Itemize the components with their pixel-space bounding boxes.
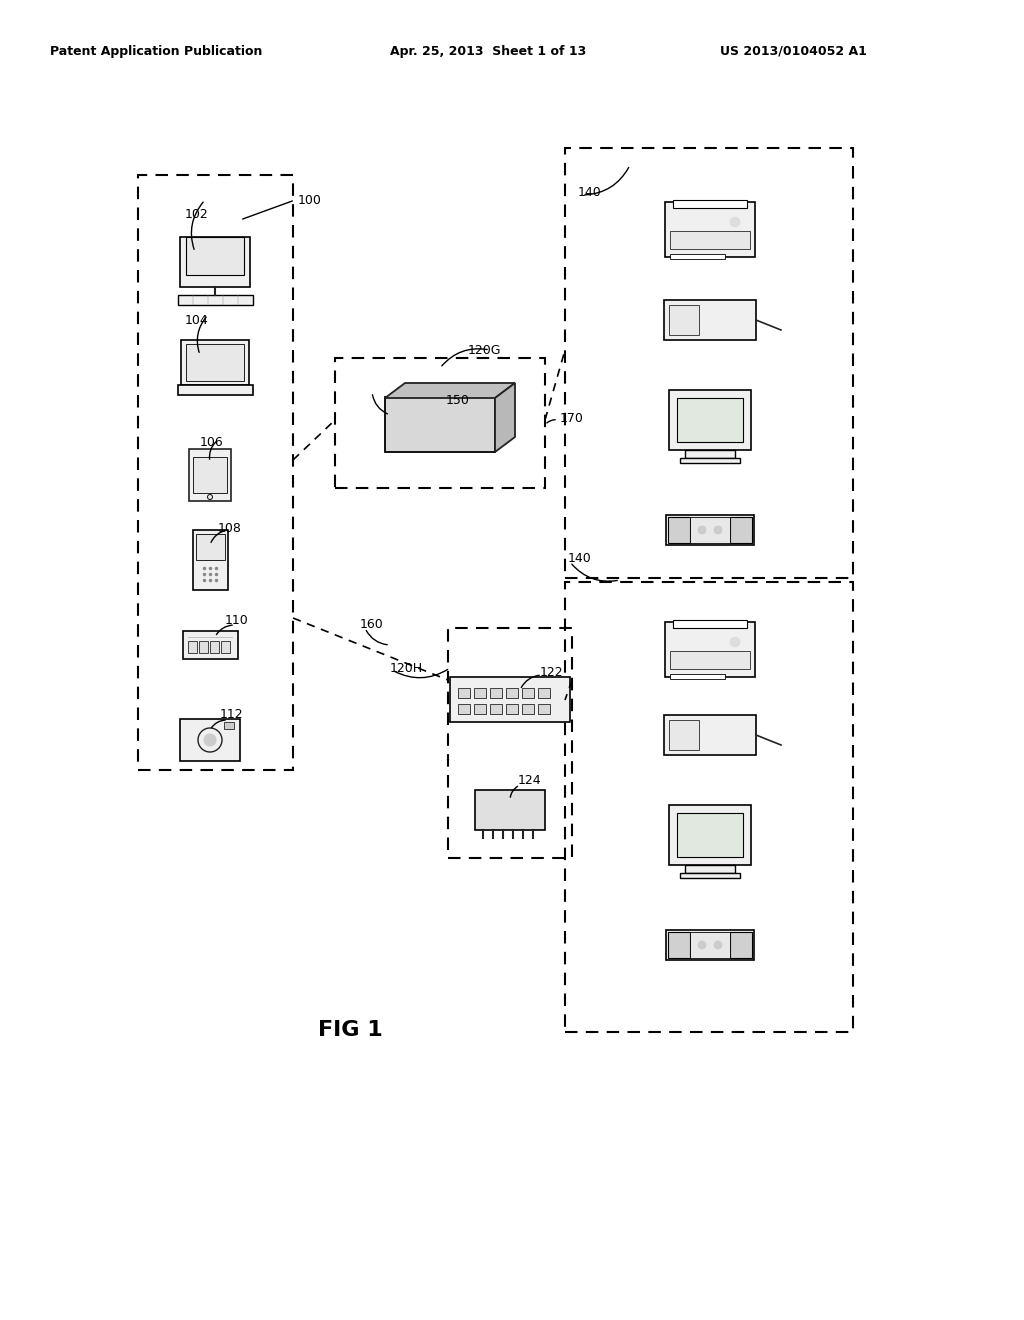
Circle shape	[204, 734, 216, 746]
FancyBboxPatch shape	[680, 873, 740, 878]
FancyBboxPatch shape	[664, 300, 756, 341]
Circle shape	[698, 941, 706, 949]
Circle shape	[714, 941, 722, 949]
FancyBboxPatch shape	[670, 675, 725, 678]
Text: 140: 140	[568, 552, 592, 565]
FancyBboxPatch shape	[450, 677, 570, 722]
FancyBboxPatch shape	[221, 642, 230, 653]
FancyBboxPatch shape	[506, 688, 518, 698]
Text: 150: 150	[446, 393, 470, 407]
FancyBboxPatch shape	[186, 345, 244, 381]
FancyBboxPatch shape	[690, 517, 730, 543]
FancyBboxPatch shape	[668, 932, 690, 958]
Text: 122: 122	[540, 665, 563, 678]
FancyBboxPatch shape	[670, 651, 750, 669]
FancyBboxPatch shape	[506, 704, 518, 714]
Text: Patent Application Publication: Patent Application Publication	[50, 45, 262, 58]
FancyBboxPatch shape	[183, 631, 238, 659]
Text: 106: 106	[200, 436, 224, 449]
FancyBboxPatch shape	[669, 305, 699, 335]
FancyBboxPatch shape	[180, 238, 250, 286]
FancyBboxPatch shape	[664, 715, 756, 755]
FancyBboxPatch shape	[475, 789, 545, 830]
Text: 102: 102	[185, 209, 209, 222]
Text: 170: 170	[560, 412, 584, 425]
Circle shape	[730, 638, 740, 647]
FancyBboxPatch shape	[178, 385, 253, 395]
FancyBboxPatch shape	[522, 688, 534, 698]
FancyBboxPatch shape	[224, 722, 234, 729]
Polygon shape	[495, 383, 515, 451]
Text: Apr. 25, 2013  Sheet 1 of 13: Apr. 25, 2013 Sheet 1 of 13	[390, 45, 587, 58]
FancyBboxPatch shape	[186, 238, 244, 275]
Text: 110: 110	[225, 614, 249, 627]
Text: 124: 124	[518, 774, 542, 787]
Text: 108: 108	[218, 521, 242, 535]
FancyBboxPatch shape	[666, 515, 754, 545]
Text: 140: 140	[578, 186, 602, 198]
FancyBboxPatch shape	[385, 397, 495, 451]
Text: 160: 160	[360, 619, 384, 631]
FancyBboxPatch shape	[188, 642, 197, 653]
FancyBboxPatch shape	[474, 704, 486, 714]
FancyBboxPatch shape	[677, 399, 743, 442]
FancyBboxPatch shape	[669, 719, 699, 750]
FancyBboxPatch shape	[669, 805, 751, 865]
FancyBboxPatch shape	[538, 688, 550, 698]
FancyBboxPatch shape	[193, 531, 228, 590]
Text: US 2013/0104052 A1: US 2013/0104052 A1	[720, 45, 867, 58]
FancyBboxPatch shape	[670, 253, 725, 259]
FancyBboxPatch shape	[730, 517, 752, 543]
FancyBboxPatch shape	[210, 642, 219, 653]
FancyBboxPatch shape	[730, 932, 752, 958]
FancyBboxPatch shape	[181, 341, 249, 385]
FancyBboxPatch shape	[665, 622, 755, 677]
Text: 120H: 120H	[390, 661, 423, 675]
FancyBboxPatch shape	[685, 865, 735, 873]
FancyBboxPatch shape	[189, 449, 231, 502]
FancyBboxPatch shape	[522, 704, 534, 714]
FancyBboxPatch shape	[677, 813, 743, 857]
FancyBboxPatch shape	[193, 457, 227, 492]
FancyBboxPatch shape	[690, 932, 730, 958]
Polygon shape	[385, 383, 515, 399]
Text: 104: 104	[185, 314, 209, 326]
FancyBboxPatch shape	[669, 389, 751, 450]
Text: 112: 112	[220, 709, 244, 722]
FancyBboxPatch shape	[474, 688, 486, 698]
FancyBboxPatch shape	[673, 620, 746, 628]
FancyBboxPatch shape	[458, 704, 470, 714]
FancyBboxPatch shape	[685, 450, 735, 458]
FancyBboxPatch shape	[490, 688, 502, 698]
FancyBboxPatch shape	[199, 642, 208, 653]
Circle shape	[698, 525, 706, 535]
FancyBboxPatch shape	[490, 704, 502, 714]
FancyBboxPatch shape	[665, 202, 755, 257]
Circle shape	[730, 216, 740, 227]
FancyBboxPatch shape	[458, 688, 470, 698]
Text: FIG 1: FIG 1	[317, 1020, 382, 1040]
FancyBboxPatch shape	[670, 231, 750, 249]
FancyBboxPatch shape	[196, 535, 225, 560]
FancyBboxPatch shape	[178, 294, 253, 305]
FancyBboxPatch shape	[180, 719, 240, 762]
Circle shape	[714, 525, 722, 535]
FancyBboxPatch shape	[538, 704, 550, 714]
Text: 100: 100	[298, 194, 322, 206]
FancyBboxPatch shape	[680, 458, 740, 463]
FancyBboxPatch shape	[673, 201, 746, 209]
Text: 120G: 120G	[468, 343, 502, 356]
FancyBboxPatch shape	[666, 931, 754, 960]
FancyBboxPatch shape	[668, 517, 690, 543]
